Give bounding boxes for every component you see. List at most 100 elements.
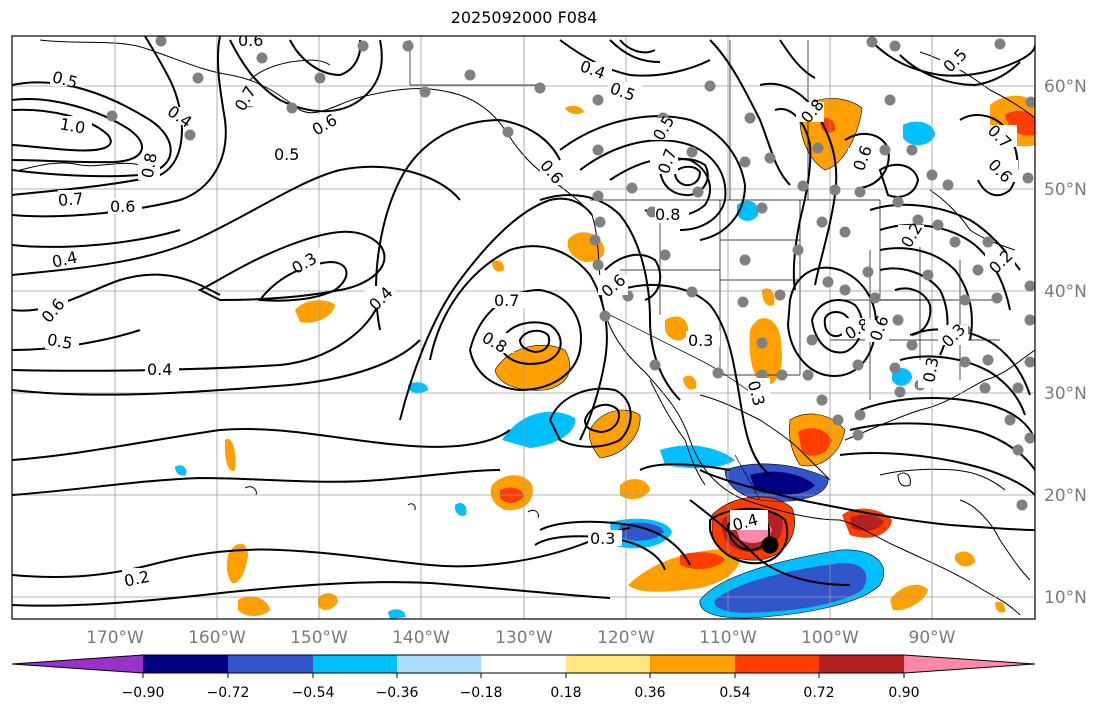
station-dot — [982, 354, 994, 366]
station-dot — [1012, 382, 1024, 394]
colorbar-bin — [228, 655, 313, 673]
station-dot — [869, 292, 881, 304]
station-dot — [626, 182, 638, 194]
shade-region — [903, 121, 935, 146]
colorbar-tick-label: −0.36 — [376, 685, 419, 701]
station-dot — [1024, 280, 1035, 292]
station-dot — [792, 244, 804, 256]
station-dot — [756, 202, 768, 214]
station-dot — [862, 266, 874, 278]
station-dot — [419, 86, 431, 98]
station-dot — [594, 216, 606, 228]
contour-label: 0.3 — [919, 356, 942, 384]
shade-region — [388, 609, 406, 619]
station-dot — [866, 36, 878, 48]
latitude-labels: 60°N 50°N 40°N 30°N 20°N 10°N — [1044, 77, 1087, 608]
station-dot — [599, 310, 611, 322]
station-dot — [797, 180, 809, 192]
station-dot — [959, 294, 971, 306]
station-dot — [912, 214, 924, 226]
station-dot — [1004, 414, 1016, 426]
station-dot — [592, 94, 604, 106]
contour-label: 0.7 — [494, 291, 519, 310]
latitude-label: 20°N — [1044, 486, 1087, 506]
station-dot — [686, 146, 698, 158]
station-dot — [839, 284, 851, 296]
station-dot — [756, 369, 768, 381]
station-dot — [1025, 96, 1035, 108]
station-dot — [192, 72, 204, 84]
station-dot — [646, 206, 658, 218]
station-dot — [106, 110, 118, 122]
colorbar-tick-label: −0.54 — [292, 685, 335, 701]
colorbar-bin — [735, 655, 819, 673]
station-dot — [357, 40, 369, 52]
contour-label: 0.5 — [46, 330, 74, 353]
station-dot — [889, 362, 901, 374]
station-dot — [756, 337, 768, 349]
longitude-label: 160°W — [188, 628, 246, 648]
shade-region — [175, 465, 187, 476]
shade-region — [750, 471, 815, 495]
contour-label: 0.8 — [138, 151, 161, 179]
station-dot — [464, 69, 476, 81]
station-dot — [982, 236, 994, 248]
latitude-label: 60°N — [1044, 77, 1087, 97]
station-dot — [256, 52, 268, 64]
colorbar-bin — [143, 655, 228, 673]
station-dot — [592, 259, 604, 271]
shaded-anomaly-regions — [175, 95, 1035, 619]
station-dot — [822, 276, 834, 288]
station-dot — [894, 386, 906, 398]
station-dot — [1024, 314, 1035, 326]
station-dot — [592, 190, 604, 202]
station-dot — [1024, 432, 1035, 444]
shade-region — [295, 300, 335, 323]
station-dot — [686, 286, 698, 298]
station-dot — [1016, 499, 1028, 511]
contour-label: 0.6 — [110, 197, 135, 216]
station-dot — [649, 359, 661, 371]
colorbar-tick-label: 0.90 — [888, 685, 919, 701]
contour-label: 0.8 — [655, 205, 680, 224]
thin-contours — [494, 98, 885, 619]
station-dot — [776, 369, 788, 381]
station-dot — [979, 382, 991, 394]
station-dot — [1022, 172, 1034, 184]
station-dot — [737, 296, 749, 308]
station-dot — [839, 226, 851, 238]
station-dot — [906, 339, 918, 351]
shade-region — [749, 318, 782, 385]
longitude-labels: 170°W 160°W 150°W 140°W 130°W 120°W 110°… — [86, 628, 956, 648]
shade-region — [492, 260, 505, 272]
shade-region — [665, 316, 689, 341]
station-dot — [892, 314, 904, 326]
station-dot — [932, 219, 944, 231]
contour-label: 0.2 — [122, 567, 151, 591]
station-dot — [879, 144, 891, 156]
station-dot — [994, 38, 1006, 50]
station-dot — [502, 126, 514, 138]
shade-region — [226, 543, 248, 584]
shade-region — [680, 552, 725, 570]
longitude-label: 140°W — [392, 628, 450, 648]
station-dot — [832, 414, 844, 426]
colorbar-bin — [650, 655, 735, 673]
shade-region — [1005, 110, 1035, 136]
station-dot — [802, 369, 814, 381]
station-dot — [314, 72, 326, 84]
station-dot — [926, 169, 938, 181]
gridlines — [12, 36, 1035, 619]
colorbar-tick-label: 0.54 — [719, 685, 750, 701]
station-dot — [884, 94, 896, 106]
shade-region — [565, 105, 584, 115]
colorbar-tick-label: −0.18 — [460, 685, 503, 701]
longitude-label: 90°W — [909, 628, 956, 648]
shade-region — [238, 596, 270, 616]
shade-region — [890, 584, 928, 611]
latitude-label: 40°N — [1044, 282, 1087, 302]
station-dot — [852, 359, 864, 371]
map-frame-border — [11, 35, 1036, 620]
station-dot — [949, 236, 961, 248]
